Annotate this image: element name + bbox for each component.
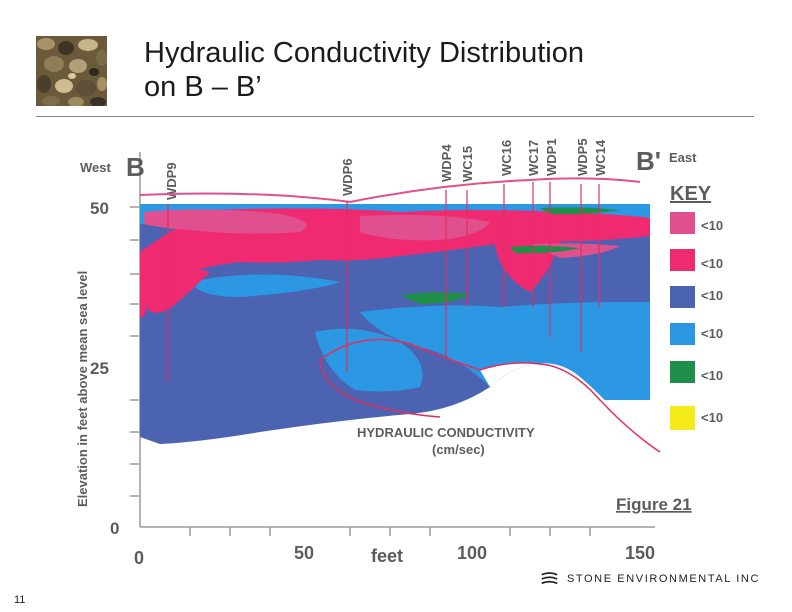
well-label-wc16: WC16	[499, 140, 514, 176]
title-line-2: on B – B’	[144, 71, 262, 103]
well-label-wc17: WC17	[526, 140, 541, 176]
caption-line-2: (cm/sec)	[432, 442, 485, 457]
well-label-wdp9: WDP9	[164, 162, 179, 200]
legend-title: KEY	[670, 183, 712, 205]
legend-swatch-1e-3	[670, 361, 695, 383]
bedrock-contact-line	[319, 338, 661, 453]
direction-west: West	[80, 160, 111, 175]
legend-swatch-1e-4	[670, 323, 695, 345]
x-axis-minor-ticks	[189, 527, 591, 536]
page-title: Hydraulic Conductivity Distribution on B…	[144, 36, 584, 104]
zone-k-1e-4-left-lens	[190, 274, 340, 297]
legend-label-1e-5: <10	[701, 288, 723, 303]
legend-swatch-1e-7	[670, 212, 695, 234]
title-line-1: Hydraulic Conductivity Distribution	[144, 37, 584, 69]
well-lines	[167, 182, 600, 382]
lower-contact-line	[319, 359, 441, 418]
zone-k-1e-7-left	[144, 209, 307, 234]
y-tick-50: 50	[90, 199, 109, 218]
caption-line-1: HYDRAULIC CONDUCTIVITY	[357, 425, 535, 440]
well-label-wdp4: WDP4	[439, 144, 454, 182]
zone-k-1e-3-lens-3	[540, 207, 620, 215]
y-tick-0: 0	[110, 519, 119, 538]
zone-k-1e-3-lens-1	[400, 292, 470, 304]
x-tick-50: 50	[294, 543, 314, 563]
section-label-b-prime: B'	[636, 146, 661, 176]
zone-k-1e-7-center	[360, 214, 490, 241]
y-axis-title: Elevation in feet above mean sea level	[75, 271, 90, 507]
legend-label-1e-3: <10	[701, 368, 723, 383]
x-tick-0: 0	[134, 548, 144, 568]
ground-surface-line	[139, 177, 641, 204]
gravel-photo	[36, 36, 107, 106]
company-name: STONE ENVIRONMENTAL INC	[566, 573, 760, 585]
legend-swatch-1e-5	[670, 286, 695, 308]
well-label-wc15: WC15	[460, 146, 475, 182]
company-logo: STONE ENVIRONMENTAL INC	[540, 568, 760, 590]
legend-swatch-1e-2	[670, 406, 695, 430]
swirl-logo-icon	[541, 572, 558, 585]
well-label-wc14: WC14	[593, 139, 608, 176]
section-label-b: B	[126, 152, 145, 182]
x-tick-100: 100	[457, 543, 487, 563]
legend-label-1e-7: <10	[701, 218, 723, 233]
legend-label-1e-2: <10	[701, 410, 723, 425]
legend-label-1e-4: <10	[701, 326, 723, 341]
figure-label: Figure 21	[616, 495, 692, 514]
legend-swatch-1e-6	[670, 249, 695, 271]
well-label-wdp5: WDP5	[575, 138, 590, 176]
bedrock-mound	[480, 362, 660, 462]
well-label-wdp1: WDP1	[544, 138, 559, 176]
x-tick-150: 150	[625, 543, 655, 563]
direction-east: East	[669, 150, 697, 165]
legend-label-1e-6: <10	[701, 256, 723, 271]
title-divider	[36, 116, 754, 117]
y-axis-minor-ticks	[130, 206, 140, 497]
y-tick-25: 25	[90, 359, 109, 378]
cross-section-figure: 50 25 0 0 50 feet 100 150 Elevation in f…	[60, 132, 739, 572]
well-label-wdp6: WDP6	[340, 158, 355, 196]
x-unit-label: feet	[371, 546, 403, 566]
zone-k-1e-6-left	[148, 268, 210, 313]
slide-number: 11	[14, 594, 26, 606]
zone-k-1e-4-lens	[315, 328, 423, 392]
zone-k-1e-3-lens-2	[510, 245, 580, 254]
